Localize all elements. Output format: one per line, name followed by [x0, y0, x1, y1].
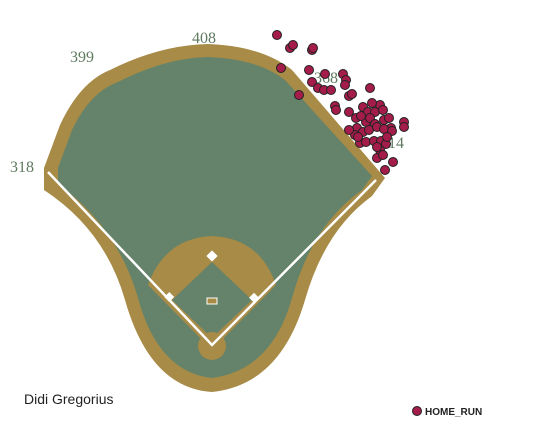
point	[276, 63, 286, 73]
point	[378, 105, 388, 115]
point	[294, 90, 304, 100]
field-label: 408	[192, 30, 216, 47]
point	[388, 157, 398, 167]
point	[331, 105, 341, 115]
point	[308, 43, 318, 53]
point	[382, 132, 392, 142]
point	[340, 80, 350, 90]
point	[365, 83, 375, 93]
point	[372, 142, 382, 152]
field-label: 399	[70, 49, 94, 66]
outfield-grass	[58, 57, 372, 378]
field-label: 318	[10, 159, 34, 176]
chart-title: Didi Gregorius	[24, 391, 113, 407]
legend-marker	[412, 406, 422, 416]
point	[307, 77, 317, 87]
point	[384, 113, 394, 123]
point	[353, 132, 363, 142]
point	[320, 69, 330, 79]
points	[272, 30, 409, 175]
point	[380, 165, 390, 175]
point	[288, 40, 298, 50]
point	[326, 85, 336, 95]
point	[347, 89, 357, 99]
point	[399, 122, 409, 132]
point	[367, 98, 377, 108]
bases	[164, 250, 259, 303]
point	[356, 111, 366, 121]
point	[344, 107, 354, 117]
legend-label: HOME_RUN	[425, 407, 482, 418]
foul-lines	[47, 171, 377, 347]
point	[304, 65, 314, 75]
point	[378, 150, 388, 160]
point	[344, 125, 354, 135]
point	[272, 30, 282, 40]
mound	[206, 297, 218, 305]
